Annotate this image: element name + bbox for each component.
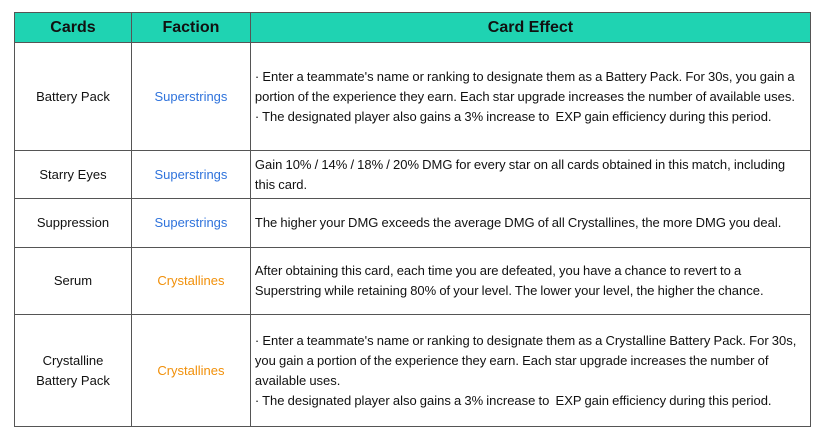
table-row: Crystalline Battery Pack Crystallines · En…	[14, 314, 812, 427]
card-cell: Starry Eyes	[14, 150, 132, 199]
header-cell: Cards	[14, 12, 132, 43]
header-row: Cards Faction Card Effect	[14, 12, 812, 43]
effect-text: The higher your DMG exceeds the average …	[254, 215, 782, 230]
effect-cell: Gain 10% / 14% / 18% / 20% DMG for every…	[249, 150, 812, 199]
faction-cell: Crystallines	[130, 247, 251, 315]
card-cell: Serum	[14, 247, 132, 315]
card-name: Suppression	[36, 215, 110, 230]
card-cell: Crystalline Battery Pack	[14, 314, 132, 427]
table-header: Cards Faction Card Effect	[14, 12, 812, 43]
table-row: Suppression Superstrings The higher your D…	[14, 198, 812, 248]
effect-text: Gain 10% / 14% / 18% / 20% DMG for every…	[254, 156, 789, 192]
table-row: Starry Eyes Superstrings Gain 10% / 14% / …	[14, 150, 812, 199]
card-cell: Battery Pack	[14, 42, 132, 151]
effect-text: After obtaining this card, each time you…	[254, 263, 764, 298]
card-name: Starry Eyes	[39, 166, 107, 182]
effect-text: · The designated player also gains a 3% …	[254, 108, 772, 124]
effect-cell: The higher your DMG exceeds the average …	[249, 198, 812, 248]
faction-cell: Crystallines	[130, 314, 251, 427]
effect-cell: · Enter a teammate's name or ranking to …	[249, 314, 812, 427]
faction-cell: Superstrings	[130, 150, 251, 199]
cards-table: Cards Faction Card Effect Battery Pack Su…	[14, 12, 812, 427]
effect-text: · The designated player also gains a 3% …	[254, 392, 772, 408]
card-cell: Suppression	[14, 198, 132, 248]
table-row: Serum Crystallines After obtaining this ca…	[14, 247, 812, 315]
header-cell: Faction	[130, 12, 251, 43]
header-cell: Card Effect	[249, 12, 812, 43]
card-name: Crystalline Battery Pack	[36, 352, 110, 388]
card-name: Serum	[53, 273, 93, 288]
effect-text: · Enter a teammate's name or ranking to …	[254, 68, 798, 104]
effect-text: · Enter a teammate's name or ranking to …	[254, 332, 800, 388]
table-row: Battery Pack Superstrings · Enter a teamma…	[14, 42, 812, 151]
effect-cell: After obtaining this card, each time you…	[249, 247, 812, 315]
faction-cell: Superstrings	[130, 198, 251, 248]
effect-cell: · Enter a teammate's name or ranking to …	[249, 42, 812, 151]
card-name: Battery Pack	[36, 88, 110, 104]
table-body: Battery Pack Superstrings · Enter a teamma…	[14, 42, 812, 427]
faction-cell: Superstrings	[130, 42, 251, 151]
